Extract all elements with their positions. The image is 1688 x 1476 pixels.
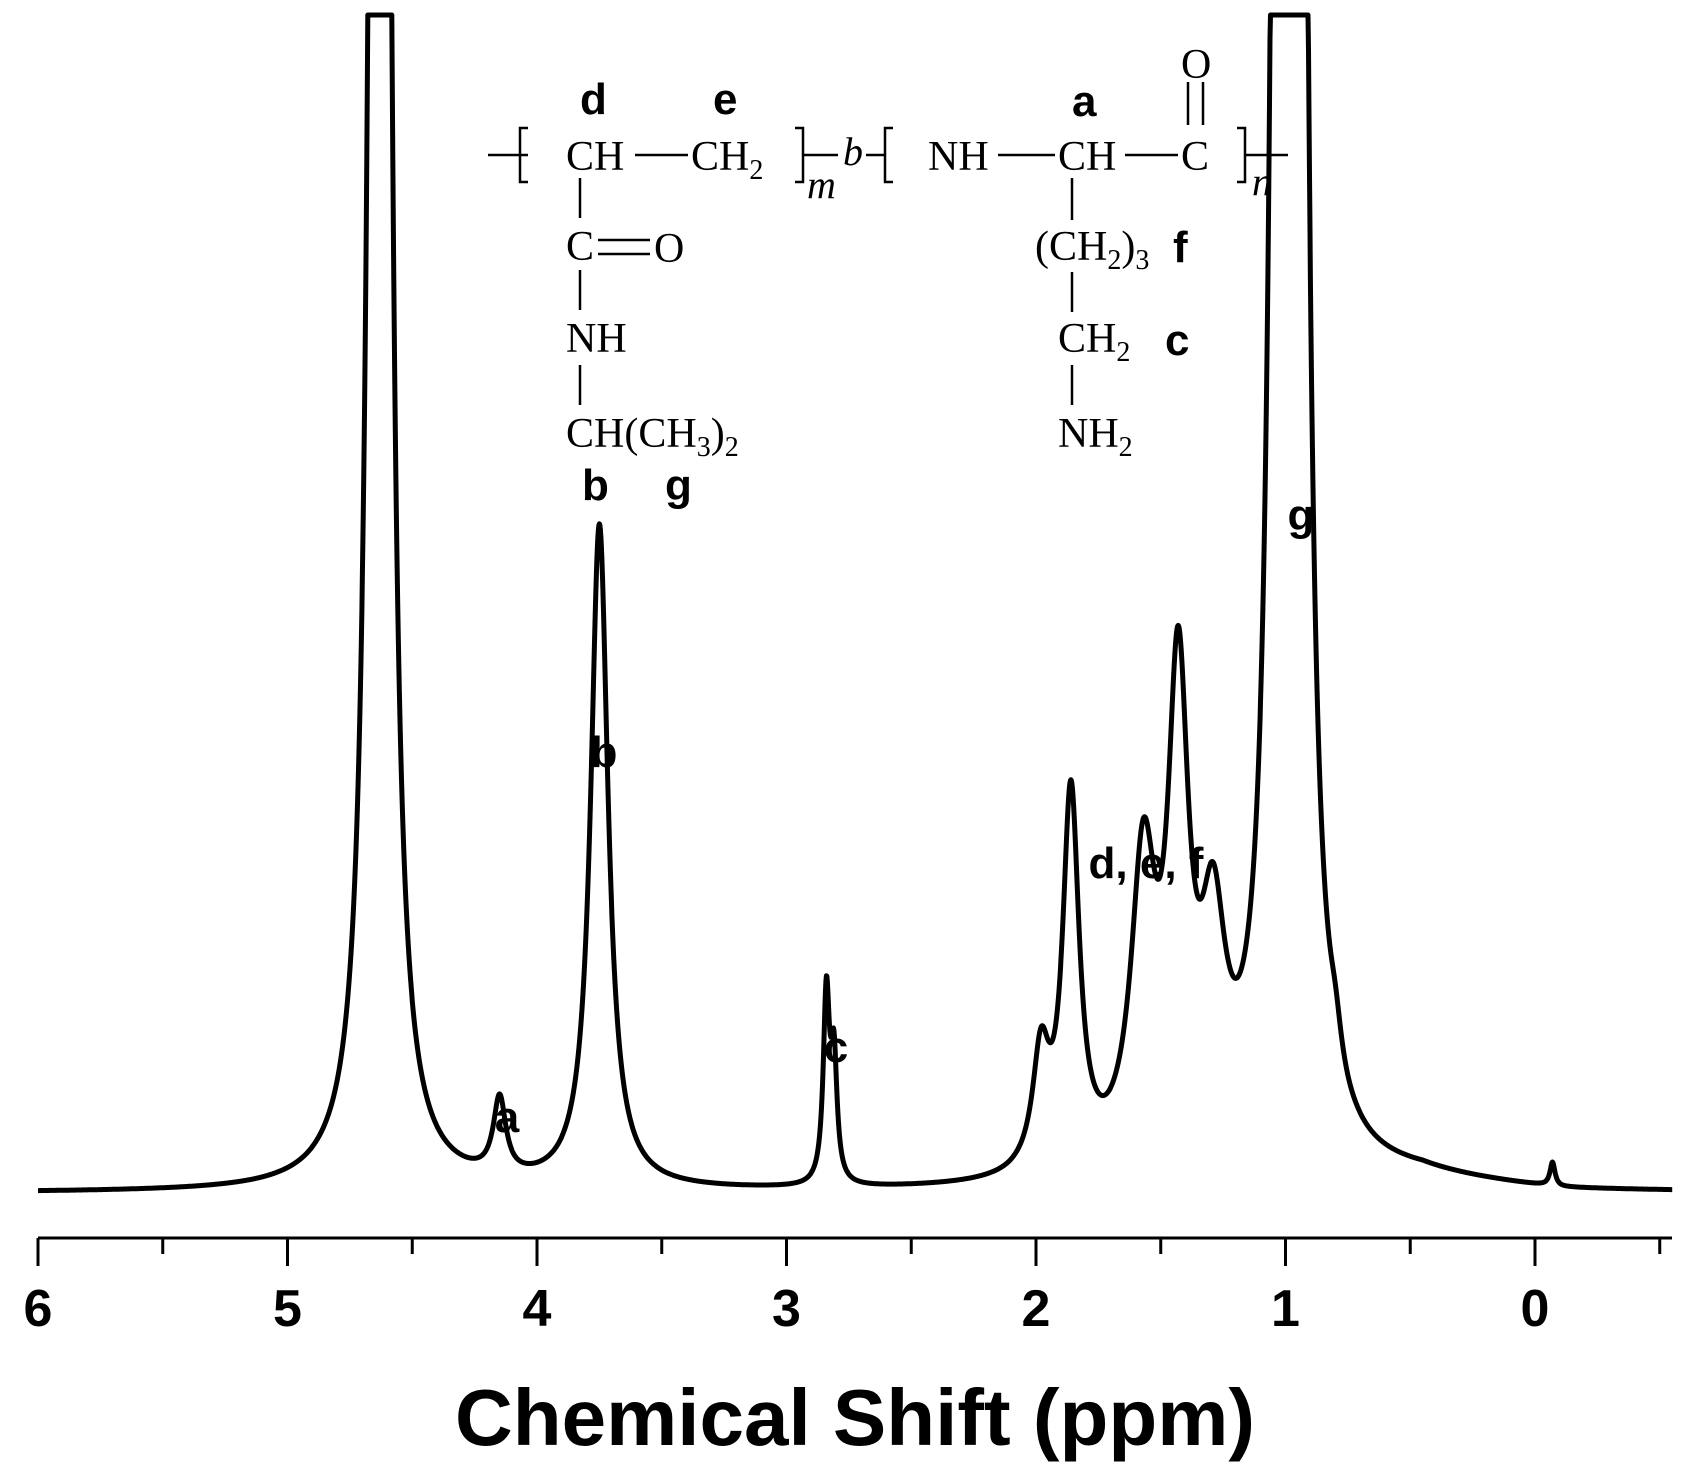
- struct-label-a: a: [1072, 77, 1097, 126]
- struct-label-c: c: [1165, 316, 1189, 365]
- tick-label: 4: [523, 1280, 552, 1338]
- carbonyl-c: C: [1181, 134, 1209, 180]
- ch-d: CH: [566, 134, 624, 180]
- ch2-chain-f: (CH2)3: [1035, 224, 1149, 276]
- struct-label-d: d: [580, 75, 607, 124]
- struct-label-e: e: [713, 75, 737, 124]
- spectrum-line: [36, 12, 1675, 1194]
- copolymer-b: b: [843, 129, 863, 174]
- struct-label-g: g: [665, 461, 692, 510]
- peak-label-b: b: [591, 728, 618, 777]
- minor-ticks: [161, 1238, 1662, 1254]
- x-axis: 6 5 4 3 2 1 0 Chemical Shift (ppm): [24, 1236, 1672, 1462]
- amide-o: O: [654, 226, 684, 272]
- ch2-c: CH2: [1058, 316, 1130, 368]
- peak-label-a: a: [495, 1093, 520, 1142]
- subscript-n: n: [1252, 159, 1272, 204]
- tick-label: 3: [772, 1280, 801, 1338]
- bracket-right-m: [795, 126, 805, 184]
- x-axis-title: Chemical Shift (ppm): [455, 1373, 1255, 1462]
- tick-label: 0: [1521, 1280, 1550, 1338]
- chemical-structure: CH CH2 m b NH CH C O n C O NH CH(CH3)2 (…: [488, 42, 1288, 510]
- ch-a: CH: [1058, 134, 1116, 180]
- peak-labels: a b c d, e, f g: [495, 491, 1315, 1142]
- ch2-e: CH2: [691, 134, 763, 186]
- major-ticks: [36, 1238, 1537, 1266]
- tick-label: 2: [1022, 1280, 1051, 1338]
- bracket-left-n: [883, 126, 893, 184]
- nh2: NH2: [1058, 411, 1133, 463]
- carbonyl-o: O: [1181, 42, 1211, 88]
- struct-label-b: b: [582, 461, 609, 510]
- tick-label: 1: [1271, 1280, 1300, 1338]
- peak-label-c: c: [824, 1023, 848, 1072]
- tick-label: 5: [273, 1280, 302, 1338]
- subscript-m: m: [807, 162, 836, 207]
- plot-area: [36, 12, 1675, 1194]
- peak-label-def: d, e, f: [1089, 839, 1204, 888]
- isopropyl-ch: CH(CH3)2: [566, 411, 739, 463]
- bracket-left-m: [518, 126, 528, 184]
- tick-labels: 6 5 4 3 2 1 0: [24, 1280, 1550, 1338]
- tick-label: 6: [24, 1280, 53, 1338]
- bracket-right-n: [1237, 126, 1247, 184]
- struct-label-f: f: [1173, 223, 1188, 272]
- nh-backbone: NH: [928, 134, 989, 180]
- peak-label-g: g: [1288, 491, 1315, 540]
- amide-c: C: [566, 224, 594, 270]
- amide-nh: NH: [566, 316, 627, 362]
